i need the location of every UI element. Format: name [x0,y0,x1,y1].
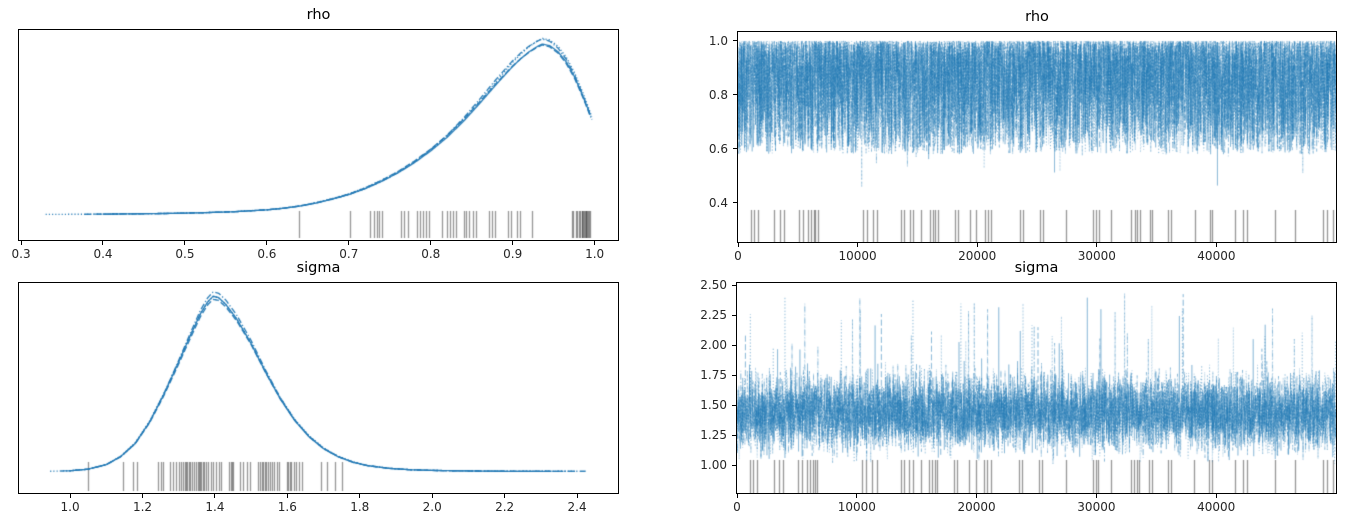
sigma-trace-title: sigma [1014,260,1059,276]
x-tick-mark [1096,243,1098,247]
x-tick-mark [69,494,71,498]
rho-trace-title: rho [1025,9,1049,25]
x-tick-label: 40000 [1197,249,1236,263]
y-tick-mark [733,148,737,150]
y-tick-label: 0.8 [708,87,728,102]
x-tick-mark [102,241,104,245]
x-tick-mark [736,494,738,498]
x-tick-label: 0.8 [421,247,441,261]
y-tick-label: 1.75 [700,368,727,383]
y-tick-label: 2.00 [700,338,727,353]
axes-rho-trace [737,31,1337,243]
x-tick-label: 1.0 [60,500,80,514]
y-tick-label: 0.4 [708,195,728,210]
x-tick-label: 1.4 [205,500,225,514]
y-tick-mark [732,284,736,286]
y-tick-mark [732,434,736,436]
x-tick-mark [266,241,268,245]
x-tick-mark [286,494,288,498]
x-tick-label: 30000 [1077,500,1116,514]
x-tick-label: 1.6 [277,500,297,514]
y-tick-mark [732,404,736,406]
x-tick-label: 1.2 [132,500,153,514]
x-tick-mark [214,494,216,498]
x-tick-label: 0.6 [257,247,277,261]
x-tick-label: 20000 [958,249,997,263]
y-tick-mark [733,94,737,96]
x-tick-mark [856,494,858,498]
x-tick-label: 2.0 [422,500,442,514]
sigma-kde-canvas [19,283,618,493]
y-tick-label: 1.50 [700,398,727,413]
x-tick-label: 0.9 [503,247,523,261]
x-tick-mark [431,494,433,498]
x-tick-label: 10000 [837,500,876,514]
x-tick-mark [184,241,186,245]
x-tick-mark [504,494,506,498]
y-tick-label: 1.25 [700,428,727,443]
sigma-trace-canvas [737,283,1336,493]
x-tick-mark [1095,494,1097,498]
axes-sigma-kde [18,282,619,494]
x-tick-label: 0.4 [93,247,113,261]
y-tick-label: 2.25 [700,308,727,323]
x-tick-mark [857,243,859,247]
y-tick-label: 2.50 [700,278,727,293]
y-tick-label: 1.00 [700,458,727,473]
x-tick-label: 20000 [957,500,996,514]
x-tick-label: 1.8 [350,500,370,514]
y-tick-label: 1.0 [708,33,728,48]
y-tick-mark [732,374,736,376]
y-tick-mark [732,464,736,466]
x-tick-mark [576,494,578,498]
x-tick-label: 2.4 [567,500,587,514]
x-tick-mark [512,241,514,245]
x-tick-mark [20,241,22,245]
y-tick-mark [733,202,737,204]
x-tick-mark [1215,243,1217,247]
axes-sigma-trace [736,282,1337,494]
y-tick-mark [733,40,737,42]
y-tick-mark [732,314,736,316]
axes-rho-kde [18,29,619,241]
x-tick-label: 10000 [838,249,877,263]
x-tick-mark [141,494,143,498]
x-tick-label: 1.0 [585,247,605,261]
x-tick-mark [1215,494,1217,498]
x-tick-label: 0.5 [175,247,195,261]
y-tick-mark [732,344,736,346]
sigma-kde-title: sigma [296,260,341,276]
x-tick-label: 40000 [1197,500,1236,514]
x-tick-mark [430,241,432,245]
rho-trace-canvas [738,32,1336,242]
rho-kde-canvas [19,30,618,240]
x-tick-label: 0.7 [339,247,359,261]
x-tick-label: 0.3 [11,247,31,261]
x-tick-label: 30000 [1077,249,1116,263]
x-tick-mark [976,494,978,498]
rho-kde-title: rho [306,7,331,23]
x-tick-label: 0 [734,249,742,263]
x-tick-label: 2.2 [495,500,515,514]
x-tick-mark [594,241,596,245]
x-tick-label: 0 [733,500,741,514]
x-tick-mark [359,494,361,498]
y-tick-label: 0.6 [708,141,728,156]
x-tick-mark [348,241,350,245]
x-tick-mark [737,243,739,247]
x-tick-mark [976,243,978,247]
